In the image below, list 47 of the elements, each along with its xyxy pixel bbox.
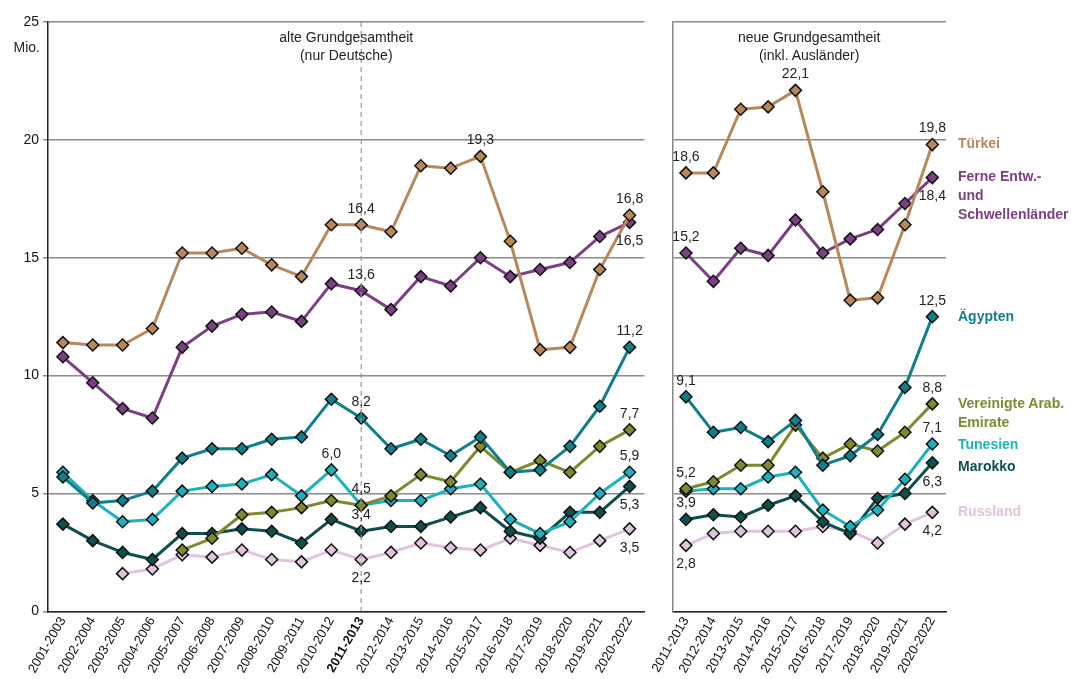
y-tick-label: 5	[31, 484, 40, 501]
y-tick-label: 20	[23, 130, 40, 147]
data-label: 3,4	[351, 506, 372, 523]
data-label: 9,1	[676, 371, 696, 388]
series-label: Türkei	[958, 135, 1001, 152]
text: neue Grundgesamtheit	[737, 28, 881, 45]
data-label: 11,2	[616, 322, 643, 339]
data-label: 5,9	[619, 447, 640, 464]
y-tick-label: 10	[23, 366, 40, 383]
data-label: 16,5	[615, 232, 644, 249]
data-label: 3,5	[619, 538, 640, 555]
data-label: 7,1	[922, 418, 943, 435]
data-label: 6,0	[321, 444, 342, 461]
data-label: 5,3	[619, 496, 640, 513]
data-label: 8,2	[351, 392, 372, 409]
data-label: 12,5	[918, 291, 947, 308]
data-label: 18,6	[672, 147, 700, 164]
y-axis-title: Mio.	[13, 38, 40, 55]
data-label: 15,2	[672, 227, 700, 244]
data-label: 18,4	[918, 187, 947, 204]
series-label: Russland	[958, 503, 1022, 520]
series-label: Ferne Entw.- und Schwellenländer	[958, 168, 1070, 223]
series-label: Ägypten	[958, 307, 1014, 324]
data-label: 4,2	[922, 522, 943, 539]
data-label: 13,6	[347, 265, 375, 282]
data-label: 4,5	[351, 480, 372, 497]
data-label: 3,9	[676, 494, 696, 511]
data-label: 2,8	[676, 555, 696, 572]
y-tick-label: 15	[23, 248, 40, 265]
data-label: 19,3	[466, 131, 495, 148]
data-label: 6,3	[922, 472, 943, 489]
data-label: 16,8	[615, 190, 644, 207]
text: alte Grundgesamtheit	[279, 28, 414, 45]
data-label: 22,1	[781, 65, 810, 82]
data-label: 8,8	[922, 378, 943, 395]
series-label: Tunesien	[958, 435, 1019, 452]
data-label: 7,7	[619, 404, 640, 421]
data-label: 5,2	[676, 463, 696, 480]
text: (inkl. Ausländer)	[758, 46, 860, 63]
y-tick-label: 25	[23, 12, 40, 29]
series-label: Marokko	[958, 457, 1016, 474]
data-label: 19,8	[918, 119, 947, 136]
series-label: Vereinigte Arab. Emirate	[958, 394, 1065, 430]
data-label: 16,4	[347, 199, 375, 216]
text: (nur Deutsche)	[299, 46, 393, 63]
y-tick-label: 0	[31, 602, 40, 619]
data-label: 2,2	[351, 569, 372, 586]
